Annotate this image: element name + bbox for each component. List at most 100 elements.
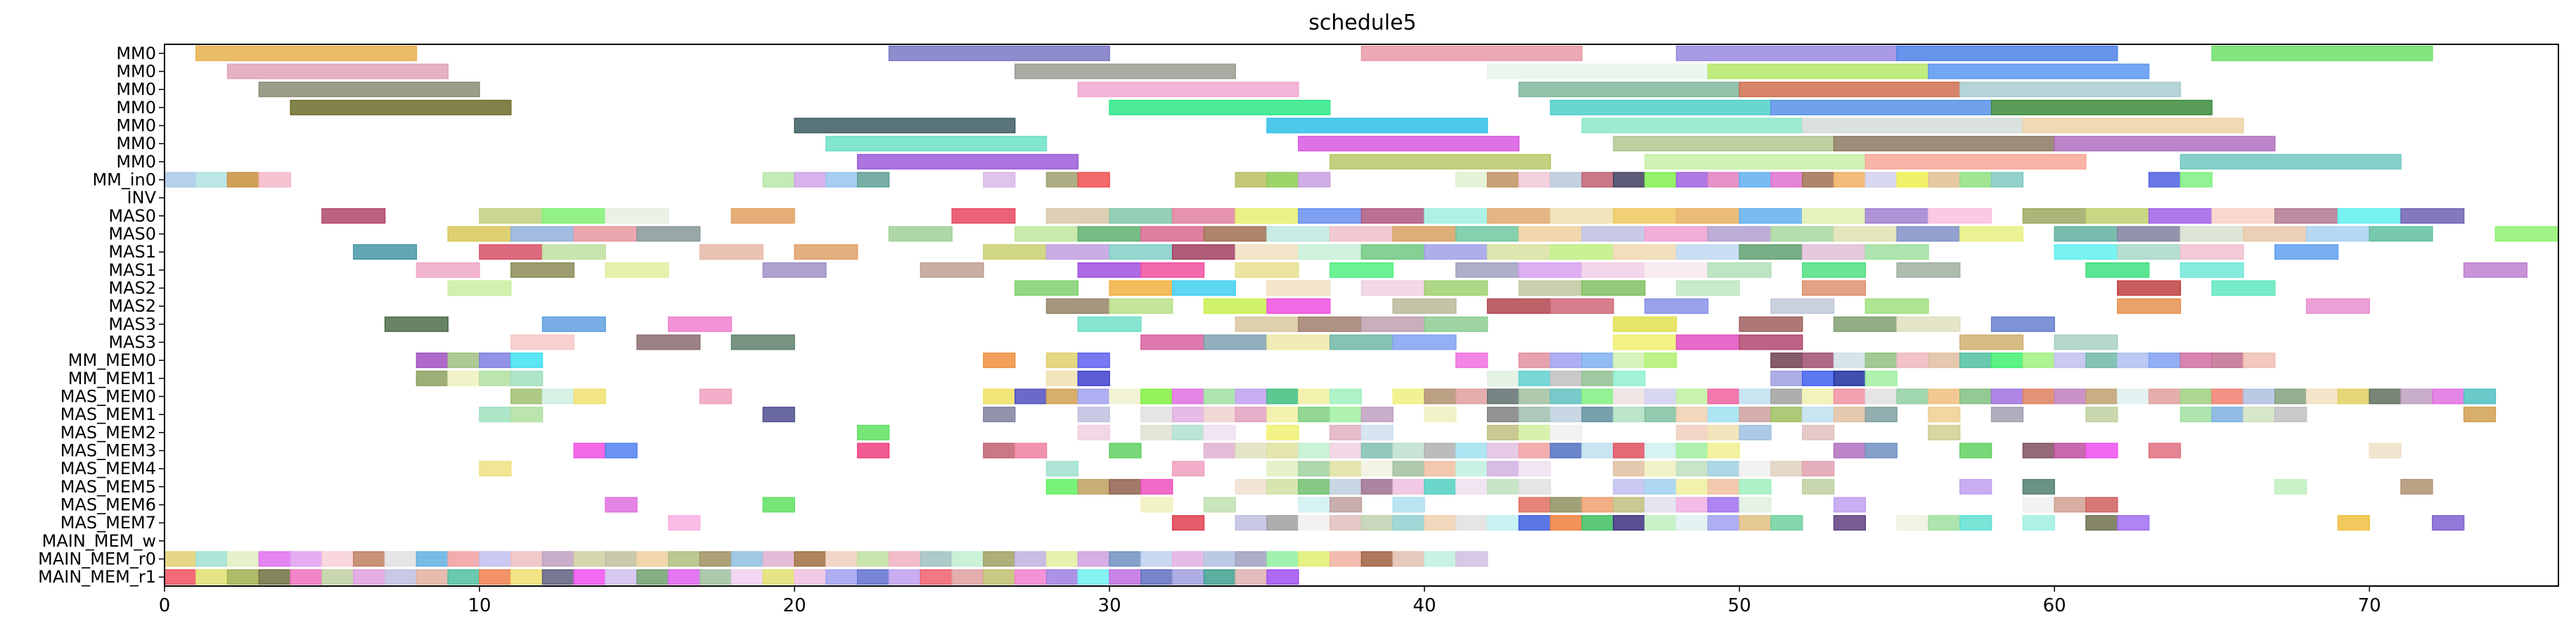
task-bar — [699, 551, 733, 567]
task-bar — [1486, 244, 1552, 260]
task-bar — [2085, 262, 2150, 278]
task-bar — [195, 551, 228, 567]
task-bar — [1518, 497, 1552, 513]
task-bar — [2369, 226, 2433, 242]
task-bar — [195, 45, 418, 61]
y-tick-label: MAS0 — [108, 206, 156, 226]
task-bar — [2274, 208, 2339, 224]
task-bar — [1140, 551, 1173, 567]
task-bar — [1077, 551, 1110, 567]
y-tick-label: MAIN_MEM_r0 — [38, 549, 156, 569]
task-bar — [1360, 316, 1425, 332]
task-bar — [2243, 226, 2307, 242]
task-bar — [605, 551, 638, 567]
task-bar — [1298, 244, 1363, 260]
task-bar — [1266, 569, 1299, 585]
task-bar — [1235, 172, 1268, 188]
task-bar — [1707, 172, 1740, 188]
y-tick-label: MAS_MEM1 — [60, 405, 156, 424]
task-bar — [2211, 407, 2244, 423]
task-bar — [479, 352, 512, 369]
task-bar — [794, 551, 827, 567]
task-bar — [1675, 334, 1740, 350]
task-bar — [920, 569, 953, 585]
task-bar — [1959, 388, 1992, 405]
task-bar — [1203, 497, 1237, 513]
task-bar — [762, 551, 795, 567]
task-bar — [2369, 388, 2402, 405]
task-bar — [1581, 262, 1646, 278]
task-bar — [1581, 117, 1803, 134]
task-bar — [1644, 388, 1677, 405]
task-bar — [856, 569, 890, 585]
task-bar — [541, 244, 606, 260]
task-bar — [1770, 388, 1803, 405]
task-bar — [1203, 226, 1268, 242]
task-bar — [1707, 515, 1740, 531]
x-tick-label: 70 — [2358, 595, 2381, 616]
task-bar — [1770, 352, 1803, 369]
task-bar — [1360, 515, 1394, 531]
task-bar — [1518, 388, 1552, 405]
task-bar — [1109, 244, 1173, 260]
x-tick-label: 30 — [1098, 595, 1121, 616]
task-bar — [510, 370, 543, 386]
x-tick-label: 60 — [2043, 595, 2066, 616]
task-bar — [2337, 515, 2370, 531]
task-bar — [730, 334, 795, 350]
task-bar — [1833, 172, 1867, 188]
task-bar — [1990, 388, 2024, 405]
task-bar — [1581, 407, 1614, 423]
task-bar — [762, 407, 795, 423]
task-bar — [983, 172, 1016, 188]
task-bar — [668, 551, 701, 567]
task-bar — [1550, 443, 1583, 459]
task-bar — [1486, 208, 1552, 224]
plot-frame — [164, 44, 2559, 587]
task-bar — [1014, 226, 1079, 242]
y-tick-label: MAS1 — [108, 242, 156, 262]
task-bar — [2117, 515, 2150, 531]
task-bar — [1550, 388, 1583, 405]
task-bar — [226, 569, 260, 585]
task-bar — [1298, 172, 1331, 188]
task-bar — [290, 99, 512, 115]
task-bar — [1550, 424, 1583, 440]
task-bar — [1675, 208, 1740, 224]
task-bar — [1801, 478, 1835, 495]
task-bar — [1077, 478, 1110, 495]
task-bar — [1266, 424, 1299, 440]
task-bar — [1959, 443, 1992, 459]
task-bar — [1140, 497, 1173, 513]
task-bar — [1235, 478, 1268, 495]
task-bar — [1550, 497, 1583, 513]
task-bar — [1613, 244, 1677, 260]
task-bar — [2179, 153, 2402, 170]
task-bar — [1329, 515, 1363, 531]
task-bar — [1644, 153, 1867, 170]
task-bar — [2022, 478, 2055, 495]
task-bar — [510, 569, 543, 585]
task-bar — [1455, 515, 1488, 531]
task-bar — [1171, 244, 1237, 260]
task-bar — [1392, 298, 1457, 314]
task-bar — [479, 407, 512, 423]
task-bar — [1770, 515, 1803, 531]
task-bar — [1424, 443, 1457, 459]
task-bar — [1644, 461, 1677, 477]
task-bar — [1392, 497, 1425, 513]
task-bar — [1235, 443, 1268, 459]
task-bar — [1109, 478, 1142, 495]
task-bar — [2211, 388, 2244, 405]
task-bar — [1235, 262, 1299, 278]
task-bar — [1045, 298, 1110, 314]
task-bar — [510, 388, 543, 405]
task-bar — [573, 388, 606, 405]
task-bar — [353, 569, 386, 585]
task-bar — [951, 569, 984, 585]
task-bar — [1077, 424, 1110, 440]
task-bar — [258, 551, 291, 567]
y-tick-label: MM_in0 — [92, 170, 156, 190]
task-bar — [605, 497, 638, 513]
task-bar — [1360, 45, 1583, 61]
